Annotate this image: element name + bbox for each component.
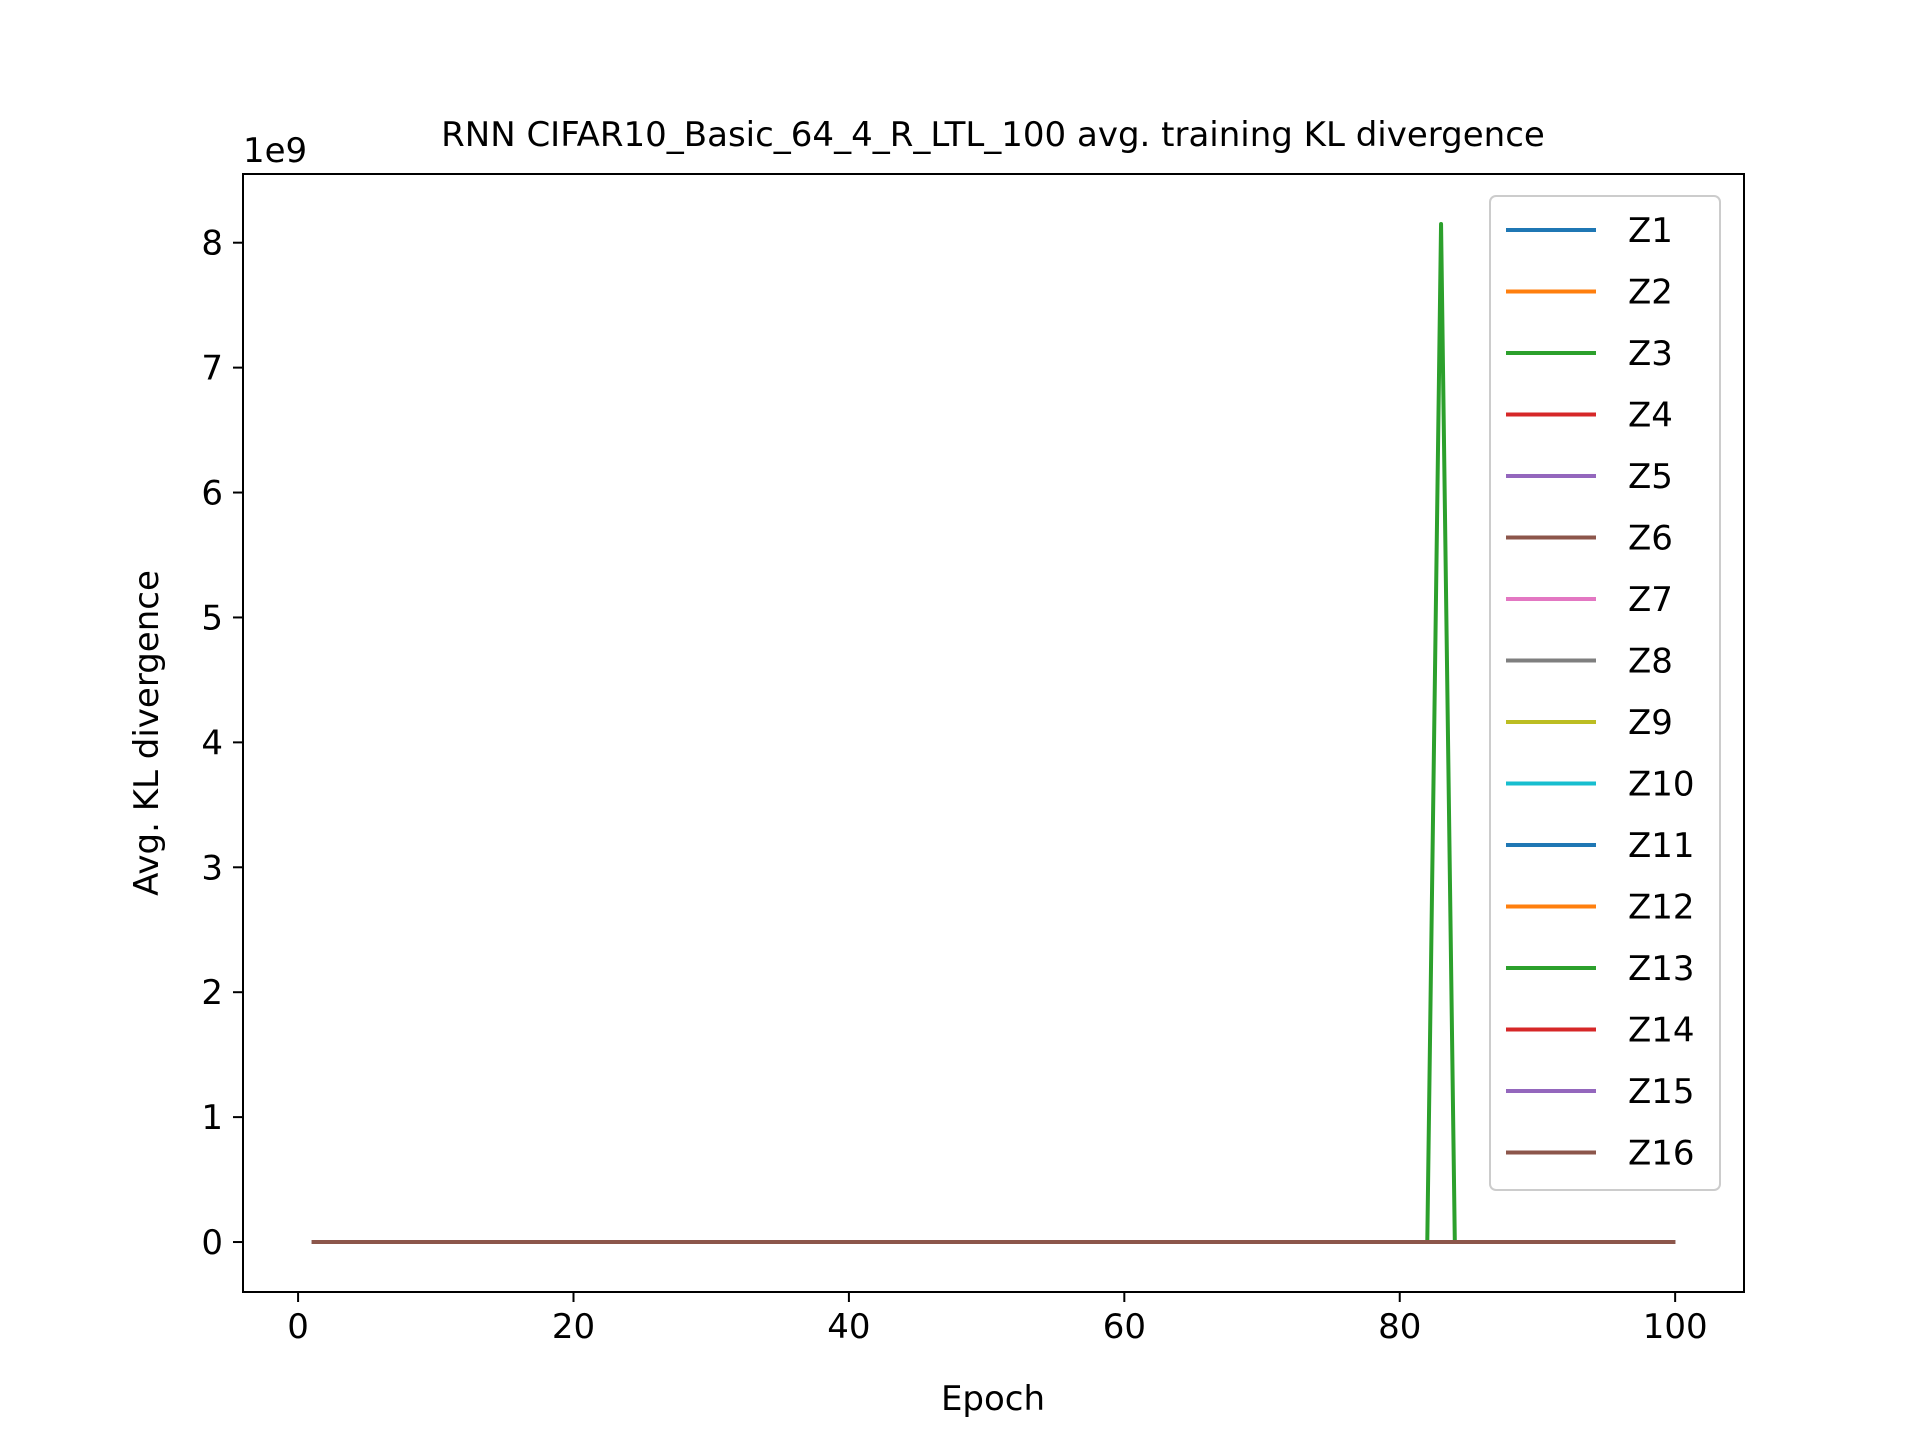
legend-label-z4: Z4 [1628, 396, 1673, 436]
legend-label-z3: Z3 [1628, 334, 1673, 374]
x-tick-label: 0 [287, 1307, 309, 1347]
legend-label-z8: Z8 [1628, 642, 1673, 682]
legend-label-z2: Z2 [1628, 273, 1673, 313]
legend-label-z13: Z13 [1628, 949, 1695, 989]
legend-box [1489, 195, 1721, 1191]
y-tick-label: 2 [201, 973, 223, 1013]
legend-label-z6: Z6 [1628, 519, 1673, 559]
legend-label-z16: Z16 [1628, 1134, 1695, 1174]
legend-label-z14: Z14 [1628, 1011, 1695, 1051]
x-tick-label: 80 [1378, 1307, 1421, 1347]
x-axis-label: Epoch [941, 1379, 1045, 1419]
y-tick-label: 8 [201, 224, 223, 264]
chart-title: RNN CIFAR10_Basic_64_4_R_LTL_100 avg. tr… [441, 115, 1545, 155]
legend-label-z10: Z10 [1628, 765, 1695, 805]
y-tick-label: 6 [201, 474, 223, 514]
legend-label-z5: Z5 [1628, 457, 1673, 497]
y-tick-label: 1 [201, 1098, 223, 1138]
legend-label-z7: Z7 [1628, 580, 1673, 620]
legend-label-z15: Z15 [1628, 1072, 1695, 1112]
y-tick-label: 4 [201, 723, 223, 763]
legend: Z1 Z2 Z3 Z4 Z5 Z6 Z7 Z8 Z9 Z10 Z11 Z12 Z13 Z14 Z15 Z16 [1489, 195, 1721, 1191]
x-tick-label: 20 [552, 1307, 595, 1347]
y-tick-label: 7 [201, 349, 223, 389]
legend-label-z9: Z9 [1628, 703, 1673, 743]
y-offset-label: 1e9 [243, 131, 307, 171]
legend-label-z1: Z1 [1628, 211, 1673, 251]
axis-ticks: 0 20 40 60 80 100 0 1 2 3 4 5 6 7 8 [201, 224, 1707, 1347]
legend-label-z12: Z12 [1628, 888, 1695, 928]
x-tick-label: 100 [1643, 1307, 1708, 1347]
y-axis-label: Avg. KL divergence [127, 570, 167, 896]
axes-frame [242, 173, 1745, 1293]
series-lines [311, 221, 1676, 1245]
y-tick-label: 5 [201, 598, 223, 638]
y-tick-label: 3 [201, 848, 223, 888]
x-tick-label: 40 [827, 1307, 870, 1347]
legend-label-z11: Z11 [1628, 826, 1695, 866]
y-tick-label: 0 [201, 1223, 223, 1263]
x-tick-label: 60 [1103, 1307, 1146, 1347]
